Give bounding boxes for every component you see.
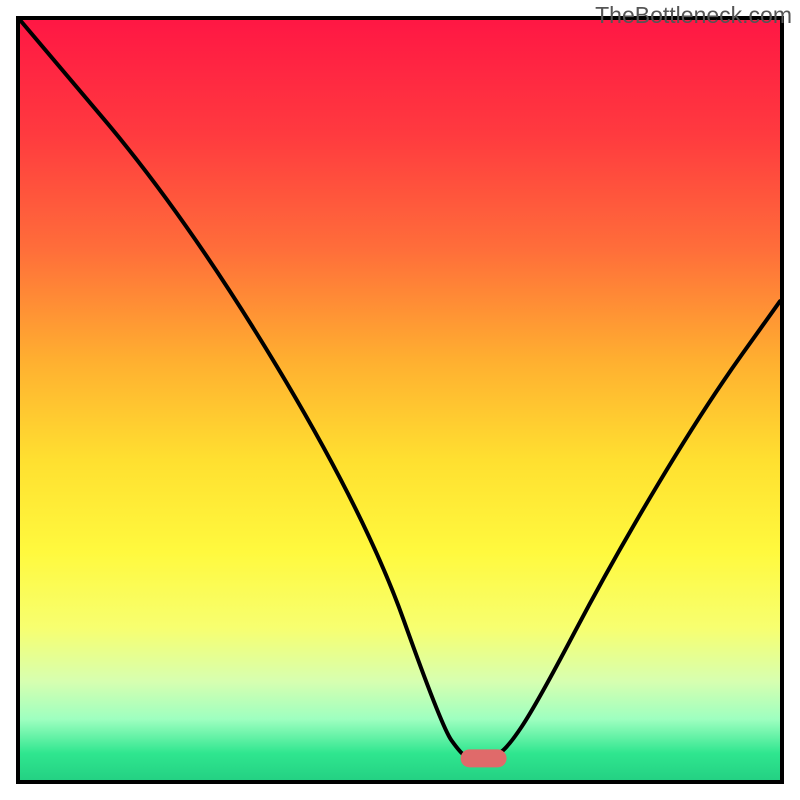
chart-container: TheBottleneck.com xyxy=(0,0,800,800)
bottleneck-chart xyxy=(0,0,800,800)
watermark-text: TheBottleneck.com xyxy=(595,2,792,29)
gradient-background xyxy=(20,20,780,780)
optimal-marker xyxy=(461,749,507,767)
